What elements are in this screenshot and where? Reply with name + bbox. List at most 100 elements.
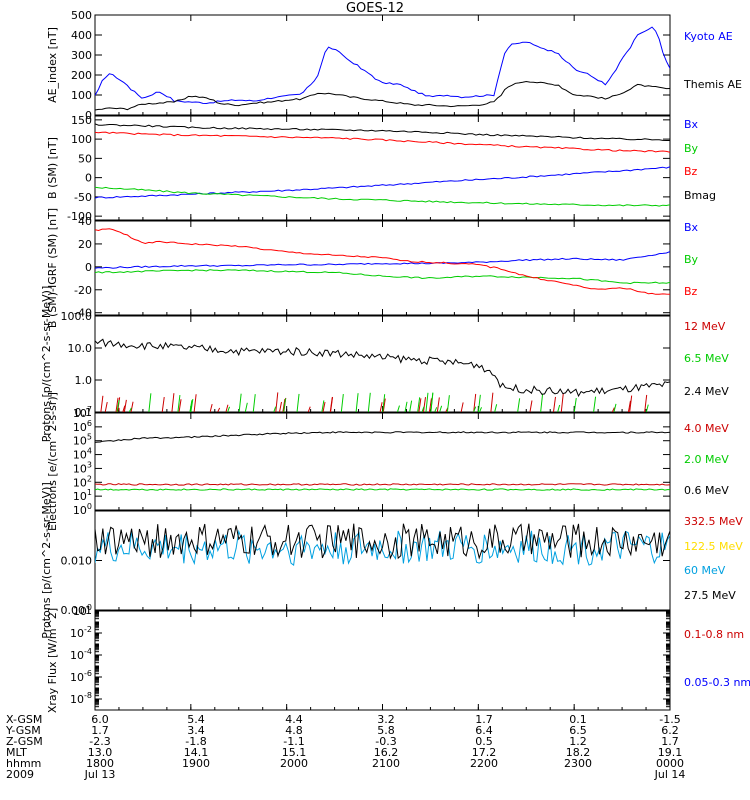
ephemeris-value: 0.1: [569, 713, 587, 726]
series-group: [95, 26, 670, 111]
spike: [379, 402, 383, 412]
y-tick-label: 300: [71, 49, 92, 62]
y-tick-label: -50: [74, 191, 92, 204]
ephemeris-value: -0.3: [375, 735, 397, 748]
panel-frame: [94, 220, 671, 316]
spike: [330, 396, 334, 412]
ephemeris-value: 0000: [656, 757, 684, 770]
ephemeris-value: 1900: [182, 757, 210, 770]
spike: [460, 402, 464, 412]
spike: [430, 392, 434, 412]
ephemeris-value: 2000: [280, 757, 308, 770]
spike: [611, 407, 615, 412]
ephemeris-value: 2100: [372, 757, 400, 770]
spike: [100, 395, 104, 412]
y-tick-label: 10-6: [70, 669, 92, 684]
y-tick-label: 103: [73, 460, 92, 475]
y-axis-label: Protons [p/(cm^2-s-sr-MeV)]: [40, 482, 53, 639]
spike: [428, 398, 432, 412]
spike: [161, 396, 165, 412]
y-tick-label: 0.1: [75, 406, 93, 419]
spike: [283, 398, 287, 412]
legend-0-1-0-8-nm: 0.1-0.8 nm: [684, 628, 744, 641]
spike: [446, 395, 450, 412]
ephemeris-value: 3.2: [377, 713, 395, 726]
spike: [382, 394, 386, 412]
y-axis-label: B (SM)-IGRF (SM) [nT]: [46, 208, 59, 328]
panel-frame: [94, 610, 671, 711]
series-12-mev: [100, 392, 648, 412]
spike: [425, 392, 429, 412]
ephemeris-row-z-gsm: Z-GSM -2.3 -1.8 -1.1 -0.3 0.5 1.2 1.7: [6, 736, 750, 747]
spike: [517, 398, 521, 412]
legend-60-mev: 60 MeV: [684, 564, 726, 577]
panel-frame: [94, 510, 671, 611]
y-tick-label: 102: [73, 474, 92, 489]
spike: [367, 392, 371, 412]
ephemeris-value: 6.0: [91, 713, 109, 726]
panel-ae: 0 100 200 300 400 500 AE_index [nT] Kyoto AE The…: [46, 9, 742, 122]
spike: [473, 406, 477, 412]
panel-frame: [94, 412, 671, 511]
spike: [130, 401, 134, 412]
ephemeris-value: 18.2: [565, 746, 591, 759]
ephemeris-value: -1.8: [185, 735, 207, 748]
spike: [439, 405, 443, 412]
ephemeris-row-hhmm: hhmm 1800 1900 2000 2100 2200 2300 0000: [6, 758, 750, 769]
y-tick-label: 0: [85, 172, 92, 185]
spike: [396, 405, 400, 412]
ephemeris-label: MLT: [6, 746, 27, 759]
spike: [645, 404, 649, 412]
series-60-mev: [95, 529, 670, 566]
spike: [553, 396, 556, 412]
series-2-0-mev: [95, 488, 670, 491]
ephemeris-value: Jul 13: [84, 768, 116, 781]
spike: [178, 399, 182, 412]
spike: [644, 394, 648, 412]
series-group: [95, 338, 670, 412]
y-tick-label: 20: [78, 238, 92, 251]
spike: [209, 403, 213, 412]
ephemeris-label: Z-GSM: [6, 735, 43, 748]
y-tick-label: -40: [74, 307, 92, 320]
y-tick-label: 104: [73, 447, 92, 462]
ephemeris-label: Y-GSM: [6, 724, 41, 737]
spike: [434, 407, 438, 412]
spike: [560, 393, 564, 412]
spike: [629, 395, 633, 412]
series-bx: [95, 166, 670, 199]
y-tick-label: 10-2: [70, 625, 92, 640]
y-tick-label: 100.0: [61, 310, 93, 323]
spike: [490, 392, 494, 412]
y-tick-label: 100: [71, 133, 92, 146]
y-tick-label: 0.001: [61, 604, 93, 617]
legend-2-4-mev: 2.4 MeV: [684, 385, 729, 398]
ephemeris-value: 1.7: [475, 713, 493, 726]
spike: [116, 399, 120, 412]
legend-4-0-mev: 4.0 MeV: [684, 422, 729, 435]
panel-frame: [94, 115, 671, 221]
ephemeris-value: 19.1: [657, 746, 683, 759]
y-axis-label: Protons [p/(cm^2-s-sr-MeV)]: [40, 286, 53, 443]
spike: [217, 407, 221, 412]
spike: [473, 393, 477, 412]
series-group: [95, 523, 670, 566]
spike: [557, 404, 561, 412]
y-tick-label: 40: [78, 215, 92, 228]
spike: [321, 400, 325, 412]
spike: [355, 393, 359, 412]
y-tick-label: 105: [73, 433, 92, 448]
ephemeris-value: 1800: [86, 757, 114, 770]
ephemeris-row-y-gsm: Y-GSM 1.7 3.4 4.8 5.8 6.4 6.5 6.2: [6, 725, 750, 736]
ephemeris-row-x-gsm: X-GSM 6.0 5.4 4.4 3.2 1.7 0.1 -1.5: [6, 714, 750, 725]
ephemeris-table: X-GSM 6.0 5.4 4.4 3.2 1.7 0.1 -1.5 Y-GSM 1.7 3.4 4.…: [6, 714, 750, 800]
spike: [573, 397, 577, 412]
spike: [382, 398, 386, 412]
y-tick-label: 0: [85, 109, 92, 122]
spike: [238, 393, 242, 412]
ephemeris-value: 2200: [470, 757, 498, 770]
ephemeris-value: 0.5: [475, 735, 493, 748]
